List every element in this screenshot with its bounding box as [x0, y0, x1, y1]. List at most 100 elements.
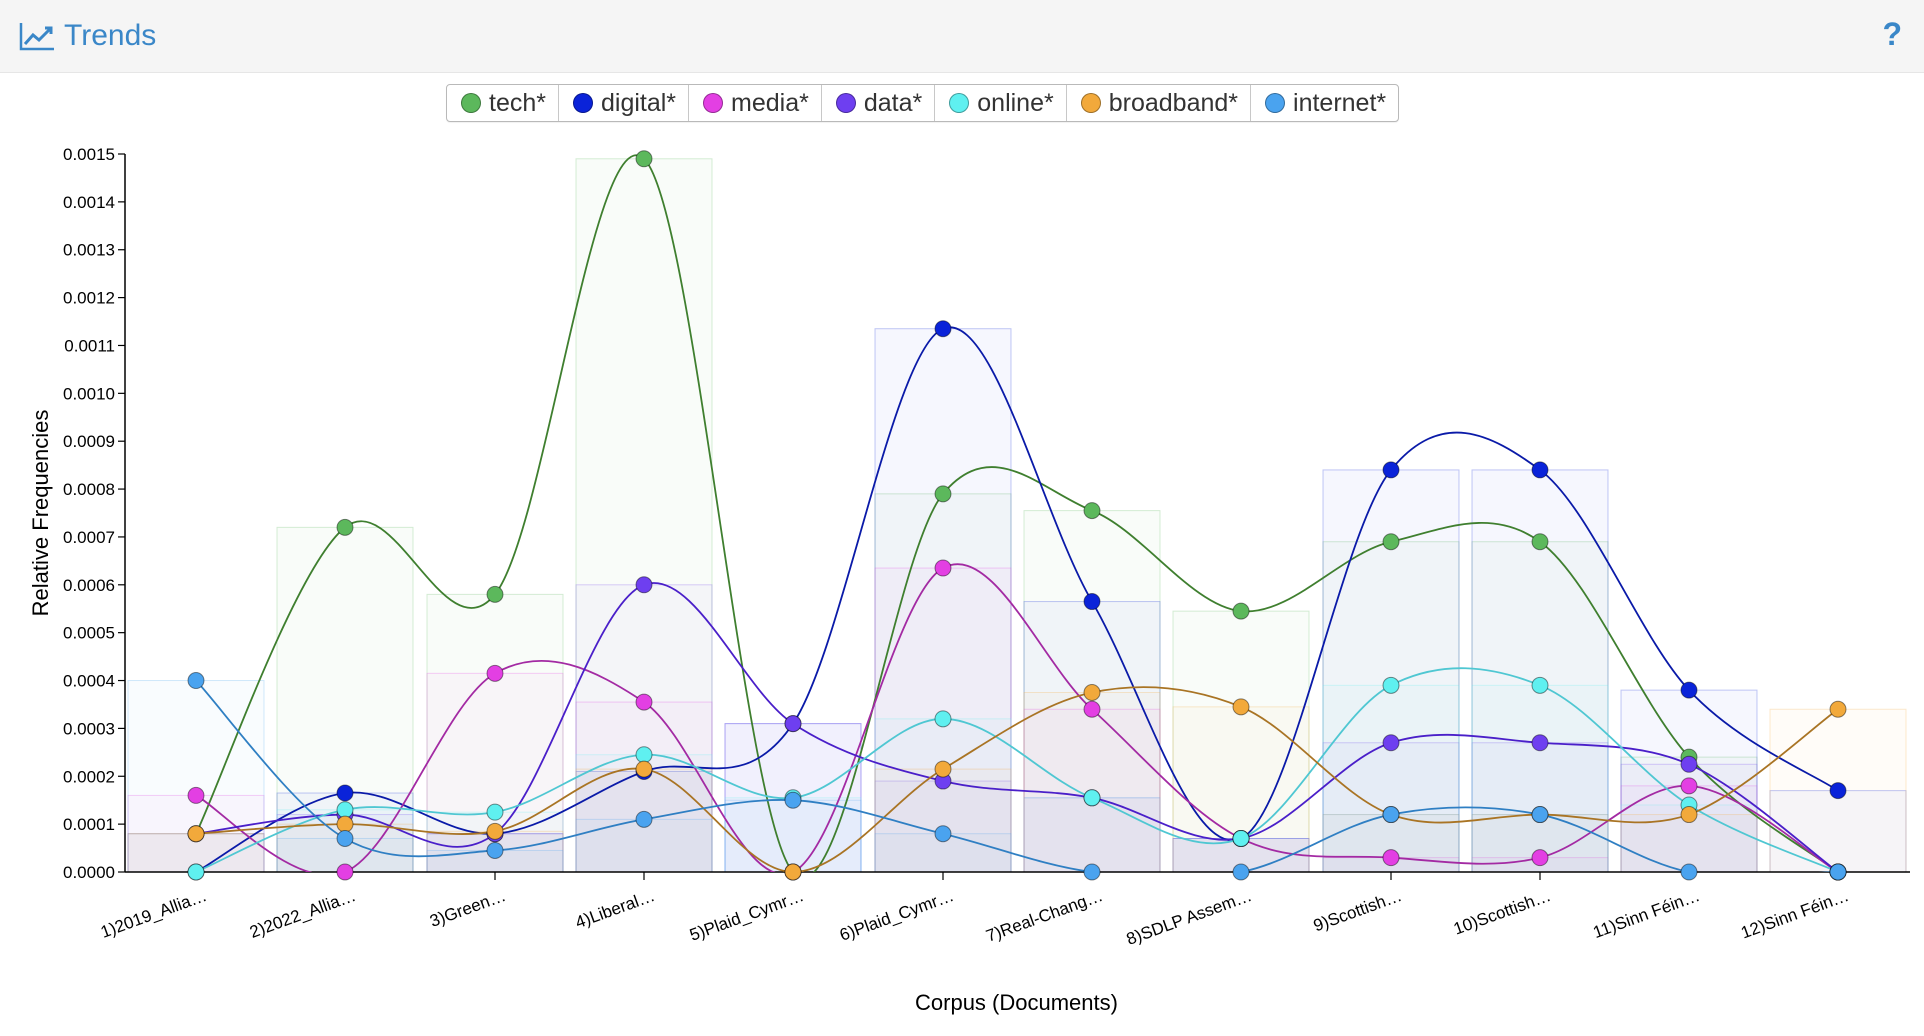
point-6-0[interactable] — [187, 672, 205, 690]
point-5-7[interactable] — [1232, 698, 1250, 716]
bar-6-4 — [724, 799, 862, 873]
bar-6-0 — [127, 680, 265, 873]
x-tick-label-3: 4)Liberal… — [573, 886, 658, 932]
x-tick-label-4: 5)Plaid_Cymr… — [687, 886, 806, 945]
point-5-0[interactable] — [187, 825, 205, 843]
point-2-0[interactable] — [187, 786, 205, 804]
y-tick-label-5: 0.0005 — [63, 624, 115, 643]
point-4-5[interactable] — [934, 710, 952, 728]
point-5-1[interactable] — [336, 815, 354, 833]
legend-label-4: online* — [977, 88, 1054, 117]
point-6-2[interactable] — [486, 841, 504, 859]
legend-swatch-4 — [949, 93, 970, 113]
legend-item-2[interactable]: media* — [689, 85, 822, 121]
y-tick-label-14: 0.0014 — [63, 193, 115, 212]
y-tick-label-13: 0.0013 — [63, 241, 115, 260]
point-6-9[interactable] — [1531, 806, 1549, 824]
point-2-1[interactable] — [336, 863, 354, 881]
point-4-0[interactable] — [187, 863, 205, 881]
point-2-8[interactable] — [1382, 849, 1400, 867]
point-3-10[interactable] — [1680, 755, 1698, 773]
point-0-1[interactable] — [336, 518, 354, 536]
legend-item-4[interactable]: online* — [935, 85, 1067, 121]
point-0-2[interactable] — [486, 585, 504, 603]
point-4-2[interactable] — [486, 803, 504, 821]
point-4-9[interactable] — [1531, 676, 1549, 694]
point-2-6[interactable] — [1083, 700, 1101, 718]
point-5-10[interactable] — [1680, 806, 1698, 824]
point-1-5[interactable] — [934, 320, 952, 338]
point-0-7[interactable] — [1232, 602, 1250, 620]
x-tick-label-5: 6)Plaid_Cymr… — [837, 886, 956, 945]
page-title: Trends — [64, 19, 157, 52]
point-5-11[interactable] — [1829, 700, 1847, 718]
point-3-9[interactable] — [1531, 734, 1549, 752]
point-1-9[interactable] — [1531, 461, 1549, 479]
point-2-5[interactable] — [934, 559, 952, 577]
x-tick-label-2: 3)Green… — [427, 886, 508, 931]
y-tick-label-15: 0.0015 — [63, 145, 115, 164]
x-tick-label-11: 12)Sinn Féin… — [1738, 886, 1851, 943]
y-tick-label-3: 0.0003 — [63, 719, 115, 738]
legend-item-0[interactable]: tech* — [447, 85, 559, 121]
point-5-2[interactable] — [486, 822, 504, 840]
point-4-1[interactable] — [336, 801, 354, 819]
help-button[interactable]: ? — [1882, 16, 1902, 52]
legend-swatch-2 — [703, 93, 724, 113]
point-3-8[interactable] — [1382, 734, 1400, 752]
point-5-3[interactable] — [635, 760, 653, 778]
point-1-8[interactable] — [1382, 461, 1400, 479]
point-6-7[interactable] — [1232, 863, 1250, 881]
y-axis-label: Relative Frequencies — [28, 410, 53, 617]
x-tick-label-6: 7)Real-Chang… — [983, 886, 1105, 946]
y-tick-label-7: 0.0007 — [63, 528, 115, 547]
x-tick-label-0: 1)2019_Allia… — [98, 886, 209, 942]
legend-item-5[interactable]: broadband* — [1067, 85, 1252, 121]
legend-label-2: media* — [731, 88, 809, 117]
point-6-5[interactable] — [934, 825, 952, 843]
y-tick-label-0: 0.0000 — [63, 863, 115, 882]
point-6-11[interactable] — [1829, 863, 1847, 881]
legend-swatch-5 — [1080, 93, 1101, 113]
point-6-10[interactable] — [1680, 863, 1698, 881]
point-5-4[interactable] — [784, 863, 802, 881]
point-2-3[interactable] — [635, 693, 653, 711]
legend-label-3: data* — [863, 88, 923, 117]
y-tick-label-10: 0.0010 — [63, 384, 115, 403]
legend-item-3[interactable]: data* — [822, 85, 936, 121]
point-6-4[interactable] — [784, 791, 802, 809]
point-1-1[interactable] — [336, 784, 354, 802]
point-3-3[interactable] — [635, 576, 653, 594]
legend-item-1[interactable]: digital* — [559, 85, 690, 121]
legend-label-0: tech* — [489, 88, 546, 117]
point-1-10[interactable] — [1680, 681, 1698, 699]
point-1-6[interactable] — [1083, 593, 1101, 611]
point-6-6[interactable] — [1083, 863, 1101, 881]
legend-swatch-6 — [1265, 93, 1286, 113]
point-0-9[interactable] — [1531, 533, 1549, 551]
point-5-6[interactable] — [1083, 684, 1101, 701]
point-2-2[interactable] — [486, 664, 504, 682]
point-4-7[interactable] — [1232, 829, 1250, 847]
point-2-10[interactable] — [1680, 777, 1698, 795]
point-6-8[interactable] — [1382, 806, 1400, 824]
point-0-6[interactable] — [1083, 502, 1101, 520]
point-4-8[interactable] — [1382, 676, 1400, 694]
y-tick-label-9: 0.0009 — [63, 432, 115, 451]
point-6-3[interactable] — [635, 810, 653, 828]
point-1-11[interactable] — [1829, 782, 1847, 800]
point-6-1[interactable] — [336, 829, 354, 847]
point-0-8[interactable] — [1382, 533, 1400, 551]
point-2-9[interactable] — [1531, 849, 1549, 867]
point-0-3[interactable] — [635, 150, 653, 168]
y-tick-label-8: 0.0008 — [63, 480, 115, 499]
point-5-5[interactable] — [934, 760, 952, 778]
point-0-5[interactable] — [934, 485, 952, 503]
title-group: Trends — [18, 14, 156, 58]
legend-swatch-0 — [461, 93, 481, 113]
legend-label-5: broadband* — [1108, 88, 1239, 117]
point-4-6[interactable] — [1083, 789, 1101, 807]
legend-item-6[interactable]: internet* — [1251, 85, 1398, 121]
point-4-3[interactable] — [635, 746, 653, 764]
point-3-4[interactable] — [784, 715, 802, 733]
